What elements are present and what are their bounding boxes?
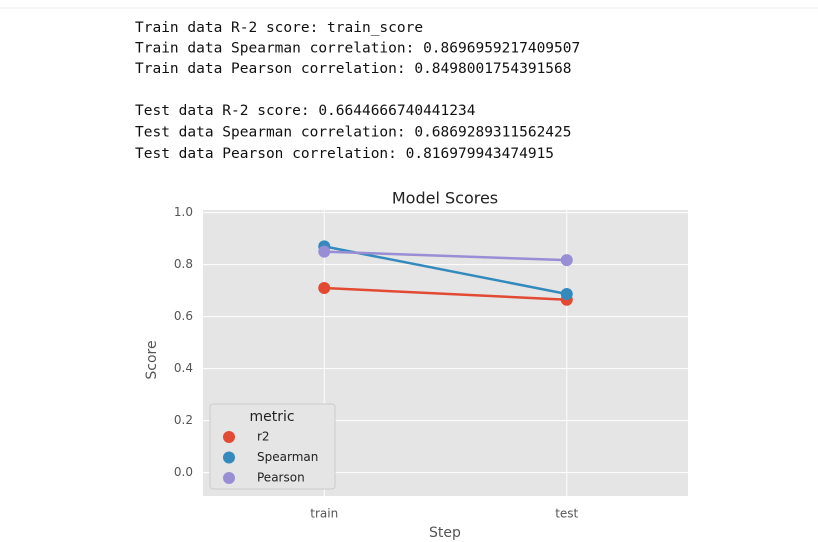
x-axis-label: Step — [429, 525, 461, 541]
legend-label: Pearson — [257, 471, 305, 485]
series-line — [324, 250, 567, 262]
x-tick-label: test — [555, 507, 578, 521]
y-tick-label: 0.2 — [174, 413, 193, 427]
point — [318, 282, 331, 294]
legend-marker — [223, 451, 235, 464]
y-tick-label: 0.6 — [174, 309, 193, 323]
output-line: Train data R-2 score: train_score — [135, 20, 423, 36]
legend-label: Spearman — [257, 450, 318, 464]
legend-marker — [223, 431, 235, 443]
y-tick-label: 0.0 — [174, 465, 193, 479]
point — [560, 287, 573, 300]
chart-title: Model Scores — [392, 189, 498, 208]
output-line: Test data Pearson correlation: 0.8169799… — [135, 146, 554, 162]
legend-box — [209, 403, 336, 490]
point — [560, 254, 573, 267]
output-line: Train data Spearman correlation: 0.86969… — [135, 41, 580, 57]
series-line — [324, 286, 567, 301]
series-line — [324, 245, 567, 296]
legend-label: r2 — [257, 430, 270, 444]
output-line: Test data R-2 score: 0.6644666740441234 — [135, 103, 476, 119]
y-tick-label: 0.4 — [174, 361, 193, 375]
y-tick-label: 1.0 — [174, 205, 193, 219]
legend-title: metric — [249, 409, 294, 425]
legend-marker — [223, 472, 235, 484]
y-axis-label: Score — [144, 340, 160, 379]
point — [318, 245, 331, 258]
output-line: Train data Pearson correlation: 0.849800… — [135, 61, 572, 77]
x-tick-label: train — [310, 507, 338, 521]
output-line: Test data Spearman correlation: 0.686928… — [135, 125, 572, 141]
y-tick-label: 0.8 — [174, 257, 193, 271]
